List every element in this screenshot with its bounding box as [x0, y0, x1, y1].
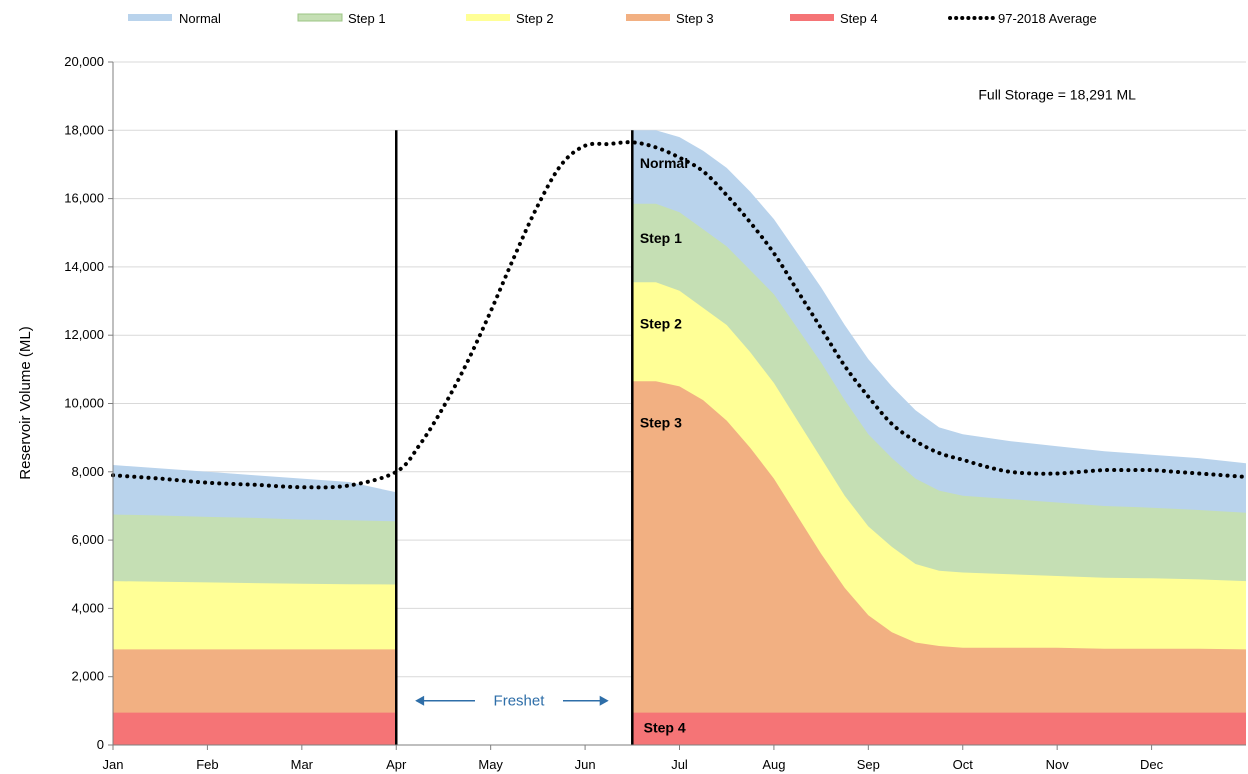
- y-tick-label: 16,000: [64, 191, 104, 206]
- zone-label-step4: Step 4: [644, 719, 686, 735]
- y-tick-label: 6,000: [71, 532, 104, 547]
- x-tick-label: Mar: [291, 757, 314, 772]
- freshet-arrow-right-head: [599, 695, 609, 706]
- x-tick-label: May: [478, 757, 503, 772]
- legend-label-average: 97-2018 Average: [998, 11, 1097, 26]
- zone-label-step1: Step 1: [640, 230, 682, 246]
- y-tick-label: 18,000: [64, 122, 104, 137]
- x-tick-label: Aug: [762, 757, 785, 772]
- x-tick-label: Oct: [953, 757, 974, 772]
- legend-swatch-step1: [297, 13, 343, 22]
- y-tick-label: 4,000: [71, 600, 104, 615]
- average-line: [111, 140, 1248, 490]
- legend-swatch-step4: [790, 14, 834, 21]
- y-tick-label: 2,000: [71, 669, 104, 684]
- average-line-path: [111, 140, 1248, 490]
- y-tick-label: 0: [97, 737, 104, 752]
- chart-legend: Normal Step 1 Step 2 Step 3 Step 4 97-20…: [128, 11, 1097, 26]
- x-tick-label: Jun: [575, 757, 596, 772]
- area-step3-period2: [632, 381, 1246, 745]
- x-tick-label: Jan: [103, 757, 124, 772]
- x-tick-label: Nov: [1046, 757, 1070, 772]
- x-tick-label: Sep: [857, 757, 880, 772]
- zone-labels: Normal Step 1 Step 2 Step 3 Step 4: [640, 155, 688, 735]
- area-step4-period2: [632, 712, 1246, 745]
- x-tick-label: Apr: [386, 757, 407, 772]
- legend-label-step2: Step 2: [516, 11, 554, 26]
- legend-swatch-step3: [626, 14, 670, 21]
- y-tick-label: 8,000: [71, 464, 104, 479]
- y-tick-label: 10,000: [64, 396, 104, 411]
- period-markers: [395, 130, 634, 745]
- y-tick-labels: 0 2,000 4,000 6,000 8,000 10,000 12,000 14,000 1…: [64, 54, 113, 752]
- freshet-annotation: Freshet: [415, 693, 609, 710]
- area-step4-period1: [113, 712, 397, 745]
- y-axis-title: Reservoir Volume (ML): [17, 326, 34, 479]
- zone-label-step2: Step 2: [640, 315, 682, 331]
- y-tick-label: 14,000: [64, 259, 104, 274]
- legend-swatch-normal: [128, 14, 172, 21]
- full-storage-annotation: Full Storage = 18,291 ML: [978, 87, 1136, 103]
- legend-label-normal: Normal: [179, 11, 221, 26]
- freshet-arrow-left-head: [415, 695, 425, 706]
- freshet-label: Freshet: [494, 693, 546, 710]
- legend-label-step1: Step 1: [348, 11, 386, 26]
- x-tick-label: Feb: [196, 757, 218, 772]
- zone-label-step3: Step 3: [640, 414, 682, 430]
- y-tick-label: 12,000: [64, 327, 104, 342]
- x-tick-label: Dec: [1140, 757, 1164, 772]
- legend-label-step4: Step 4: [840, 11, 878, 26]
- zone-label-normal: Normal: [640, 155, 688, 171]
- x-tick-label: Jul: [671, 757, 688, 772]
- zone-areas: [113, 130, 1246, 746]
- legend-swatch-step2: [466, 14, 510, 21]
- x-tick-labels: Jan Feb Mar Apr May Jun Jul Aug Sep Oct Nov Dec: [103, 745, 1164, 772]
- legend-label-step3: Step 3: [676, 11, 714, 26]
- y-tick-label: 20,000: [64, 54, 104, 69]
